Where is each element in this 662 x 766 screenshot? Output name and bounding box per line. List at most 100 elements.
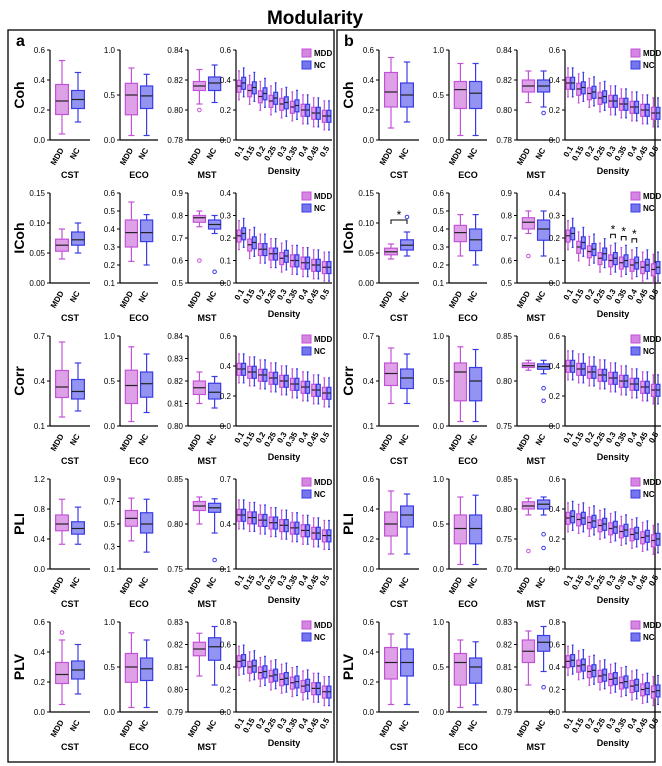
- panel-b-corr-legend-label: NC: [643, 347, 655, 356]
- panel-b-icoh-eco-nc-box: [468, 214, 483, 266]
- panel-a-pli-density-ytick-label: 0.1: [220, 565, 232, 574]
- panel-a-icoh-legend-swatch: [301, 203, 312, 213]
- panel-b-coh-mst-nc-box: [536, 70, 551, 108]
- panel-b-coh-mst-ytick-label: 0.78: [496, 136, 512, 145]
- panel-a-icoh-mst-mdd-box: [192, 210, 207, 228]
- panel-b-corr-legend-label: MDD: [643, 335, 661, 344]
- panel-b-icoh-density-nc-box: [591, 233, 597, 264]
- panel-a-pli-density-mdd-box: [300, 514, 306, 545]
- panel-a-plv-density-mdd-box: [247, 651, 253, 682]
- panel-a-corr-density-nc-box: [294, 368, 300, 399]
- panel-a-icoh-density-ytick-label: 0.1: [220, 257, 232, 266]
- panel-a-icoh-cst-nc-box-box: [70, 231, 85, 246]
- panel-b-plv-density-nc-box: [602, 659, 608, 690]
- panel-b-plv-cst-title: CST: [390, 742, 409, 752]
- panel-b-icoh-density-mdd-box: [576, 231, 582, 262]
- panel-b-plv-density-nc-box: [623, 665, 629, 697]
- panel-b-corr-cst-xtick: MDD: [378, 432, 395, 452]
- panel-b-coh-legend-label: MDD: [643, 49, 661, 58]
- panel-b-pli-mst-nc-outlier: [541, 545, 546, 551]
- panel-b-icoh-legend-label: MDD: [643, 192, 661, 201]
- panel-a-pli-cst-ytick-label: 0.4: [34, 535, 46, 544]
- panel-a-corr-mst-ytick-label: 0.80: [167, 422, 183, 431]
- panel-b-corr-density-ytick-label: 0.2: [549, 392, 561, 401]
- panel-b-icoh-cst-xtick: NC: [397, 289, 411, 304]
- panel-a-pli-density-nc-box: [326, 519, 332, 551]
- panel-a-pli-cst-title: CST: [61, 599, 80, 609]
- panel-b-coh-mst-title: MST: [527, 170, 547, 180]
- panel-b-pli-density-ytick-label: 0.4: [549, 505, 561, 514]
- panel-a-plv-cst-mdd-outlier: [59, 630, 65, 635]
- panel-a-plv-density-nc-box: [251, 650, 257, 681]
- panel-a-icoh-density-nc-box: [315, 249, 321, 280]
- panel-a-corr-mst-ytick-label: 0.82: [167, 377, 183, 386]
- panel-a-coh-density-ytick-label: 0.0: [220, 136, 232, 145]
- panel-a-icoh-density-mdd-box: [321, 251, 327, 282]
- panel-a-pli-density-mdd-box: [247, 501, 253, 533]
- panel-a-corr-density-nc-box: [305, 371, 311, 402]
- panel-b-icoh-eco-mdd-box: [453, 214, 468, 257]
- panel-b-plv-eco-xtick: MDD: [447, 718, 464, 738]
- panel-a-plv-cst-title: CST: [61, 742, 80, 752]
- panel-a-corr-mst-mdd-box: [192, 371, 207, 405]
- panel-a-pli-eco-ytick-label: 0.9: [104, 475, 116, 484]
- panel-a-plv-density-mdd-box: [236, 645, 242, 676]
- panel-a-icoh-density-nc-box: [294, 244, 300, 275]
- panel-a-icoh-density-mdd-box: [236, 220, 242, 251]
- panel-b-plv-density-nc-box: [655, 674, 661, 706]
- panel-a-corr-density-nc-box: [251, 356, 257, 387]
- panel-b-icoh-mst-ytick-label: 0.9: [501, 189, 513, 198]
- panel-a-coh-mst-title: MST: [198, 170, 218, 180]
- panel-a-corr-mst-nc-box-box: [207, 382, 222, 400]
- panel-b-corr-cst-mdd-box-box: [384, 362, 399, 387]
- panel-a-icoh-eco-ytick-label: 0.6: [104, 189, 116, 198]
- panel-label-a: a: [16, 33, 25, 50]
- panel-a-coh-density-nc-box: [294, 89, 300, 120]
- panel-a-icoh-eco-ytick-label: 0.3: [104, 243, 116, 252]
- panel-a-coh-eco-xtick: NC: [137, 146, 151, 161]
- panel-a-coh-density-nc-box: [283, 86, 289, 117]
- panel-b-coh-density-ytick-label: 0.6: [549, 46, 561, 55]
- panel-b-pli-density-nc-box: [591, 505, 597, 536]
- panel-b-pli-eco-nc-box: [468, 494, 483, 566]
- panel-a-corr-eco-nc-box: [139, 353, 154, 414]
- panel-a-pli-cst-ytick-label: 1.2: [34, 475, 46, 484]
- panel-b-corr-mst-ytick-label: 0.75: [496, 422, 512, 431]
- panel-a-pli-density-ytick-label: 0.7: [220, 475, 232, 484]
- panel-a-coh-cst-mdd-box: [54, 59, 69, 135]
- panel-b-plv-eco-mdd-box: [453, 639, 468, 709]
- panel-a-corr-density-nc-box: [273, 362, 279, 393]
- panel-a-corr-eco-ytick-label: 0.0: [104, 422, 116, 431]
- panel-b-plv-mst-ytick-label: 0.81: [496, 663, 512, 672]
- panel-b-icoh-mst-ytick-label: 0.5: [501, 279, 513, 288]
- panel-b-plv-mst-nc-outlier: [541, 684, 546, 690]
- panel-b-plv-mst-title: MST: [527, 742, 547, 752]
- panel-a-pli-eco-mdd-box: [124, 497, 139, 542]
- panel-b-icoh-density-nc-box: [644, 249, 650, 280]
- panel-a-icoh-legend-swatch: [301, 191, 312, 201]
- panel-a-icoh-density-mdd-box: [279, 242, 285, 273]
- panel-b-pli-eco-nc-box-box: [468, 514, 483, 545]
- panel-a-corr-eco-nc-box-box: [139, 371, 154, 398]
- panel-b-corr-density-nc-box: [634, 368, 640, 399]
- panel-b-icoh-density-ytick-label: 0.0: [549, 279, 561, 288]
- panel-a-corr-cst-ytick-label: 0.1: [34, 422, 46, 431]
- panel-b-icoh-eco-ytick-label: 0.1: [433, 279, 445, 288]
- panel-a-coh-legend-label: NC: [314, 61, 326, 70]
- panel-b-coh-cst-ytick-label: 0.2: [363, 106, 375, 115]
- panel-a-coh-mst-ytick-label: 0.80: [167, 106, 183, 115]
- panel-b-coh-density-ytick-label: 0.0: [549, 136, 561, 145]
- panel-b-plv-cst-mdd-box: [384, 633, 399, 706]
- panel-b-coh-cst-ytick-label: 0.4: [363, 76, 375, 85]
- panel-a-icoh-density-mdd-box: [300, 247, 306, 278]
- panel-b-corr-density-nc-box: [623, 365, 629, 396]
- panel-a-corr-mst-title: MST: [198, 456, 218, 466]
- panel-b-pli-cst-ytick-label: 0.2: [363, 535, 375, 544]
- panel-b-icoh-cst-ytick-label: 0.00: [358, 279, 374, 288]
- panel-b-plv-density-mdd-box: [640, 673, 646, 704]
- panel-a-plv-mst-nc-box-box: [207, 637, 222, 661]
- panel-b-icoh-density-mdd-box: [650, 253, 656, 284]
- panel-b-icoh-cst-nc-box: [400, 231, 415, 257]
- panel-a-plv-density-mdd-box: [311, 672, 317, 703]
- panel-b-corr-density-mdd-box: [650, 374, 656, 405]
